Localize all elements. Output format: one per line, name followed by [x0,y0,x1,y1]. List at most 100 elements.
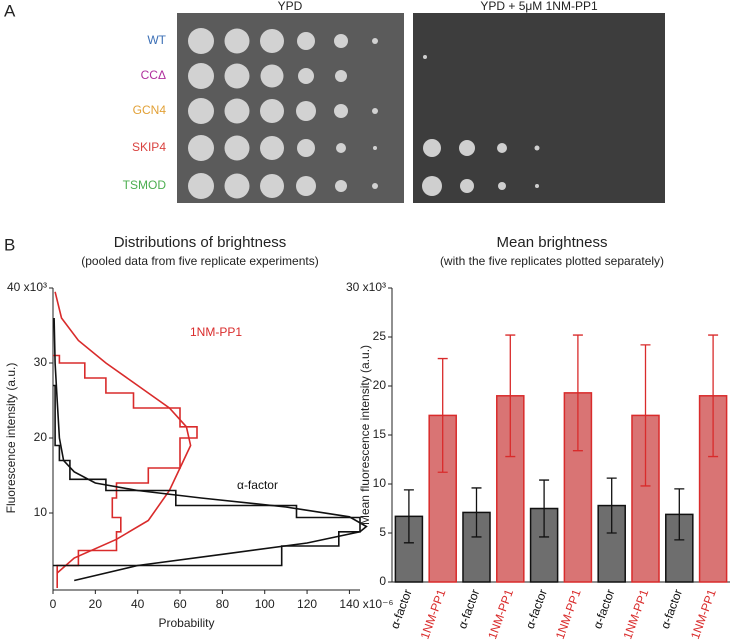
error-bar [437,357,448,473]
x-tick-label: 1NM-PP1 [620,587,651,641]
series-line [53,317,368,582]
colony [298,68,314,84]
y-tick-label: 10 [34,505,48,519]
colony [188,173,214,199]
strain-label: CCΔ [141,68,166,82]
colony [460,179,474,193]
y-axis-label: Mean fluorescence intensity (a.u.) [358,345,372,525]
colony [260,64,284,88]
colony [373,146,377,150]
bar [428,414,457,583]
y-tick-label: 5 [379,525,386,539]
colony [334,34,348,48]
colony [224,173,250,199]
chart-subtitle: (with the five replicates plotted separa… [440,254,664,268]
colony [297,32,315,50]
colony [188,98,214,124]
colony [372,38,378,44]
x-tick-label: 1NM-PP1 [485,587,516,641]
colony [336,143,346,153]
error-bar [572,334,583,452]
condition-label: YPD [278,0,303,13]
colony [296,176,316,196]
panel-label: B [4,235,15,254]
colony [335,180,347,192]
series-line [54,291,192,574]
error-bar [403,489,414,544]
x-tick-label: 60 [173,597,187,611]
colony [422,176,442,196]
colony [297,139,315,157]
x-tick-label: 80 [216,597,230,611]
colony [188,63,214,89]
plate-photo [413,13,665,203]
colony [534,145,540,151]
colony [188,135,214,161]
y-tick-label: 30 x10³ [346,280,386,294]
y-tick-label: 0 [379,574,386,588]
strain-label: GCN4 [133,103,167,117]
y-tick-label: 10 [373,476,387,490]
y-tick-label: 15 [373,427,387,441]
colony [335,70,347,82]
x-axis-label: Probability [158,616,214,630]
colony [459,140,475,156]
colony [497,143,507,153]
strain-label: SKIP4 [132,140,166,154]
colony [224,135,250,161]
colony [535,184,539,188]
strain-label: TSMOD [123,178,167,192]
colony [260,29,284,53]
x-tick-label: 1NM-PP1 [688,587,719,641]
chart-title: Mean brightness [497,234,608,251]
colony [423,55,427,59]
colony [260,174,284,198]
series-annotation: 1NM-PP1 [190,325,242,339]
error-bar [674,488,685,541]
error-bar [471,487,482,538]
x-tick-label: α-factor [455,587,482,630]
x-tick-label: 100 [255,597,275,611]
series-line [53,384,361,567]
colony [423,139,441,157]
error-bar [539,479,550,538]
bar [496,395,525,583]
error-bar [640,344,651,487]
x-tick-label: 140 x10⁻⁶ [339,597,393,611]
colony [372,108,378,114]
y-tick-label: 20 [373,378,387,392]
y-tick-label: 40 x10³ [7,280,47,294]
condition-label: YPD + 5μM 1NM-PP1 [480,0,598,13]
chart-title: Distributions of brightness [114,234,287,251]
x-tick-label: 20 [89,597,103,611]
y-axis-label: Fluorescence intensity (a.u.) [4,363,18,514]
x-tick-label: α-factor [590,587,617,630]
x-tick-label: α-factor [523,587,550,630]
series-annotation: α-factor [237,478,278,492]
chart-subtitle: (pooled data from five replicate experim… [81,254,318,268]
y-tick-label: 30 [34,355,48,369]
strain-label: WT [147,33,166,47]
colony [224,98,250,124]
colony [224,63,250,89]
colony [498,182,506,190]
colony [188,28,214,54]
y-tick-label: 20 [34,430,48,444]
colony [224,28,250,54]
colony [296,101,316,121]
colony [334,104,348,118]
x-tick-label: 0 [50,597,57,611]
plate-photo [177,13,404,203]
colony [372,183,378,189]
error-bar [505,334,516,458]
x-tick-label: 1NM-PP1 [418,587,449,641]
x-tick-label: 40 [131,597,145,611]
colony [260,136,284,160]
x-tick-label: 120 [297,597,317,611]
colony [260,99,284,123]
y-tick-label: 25 [373,329,387,343]
x-tick-label: 1NM-PP1 [553,587,584,641]
error-bar [606,477,617,534]
x-tick-label: α-factor [658,587,685,630]
